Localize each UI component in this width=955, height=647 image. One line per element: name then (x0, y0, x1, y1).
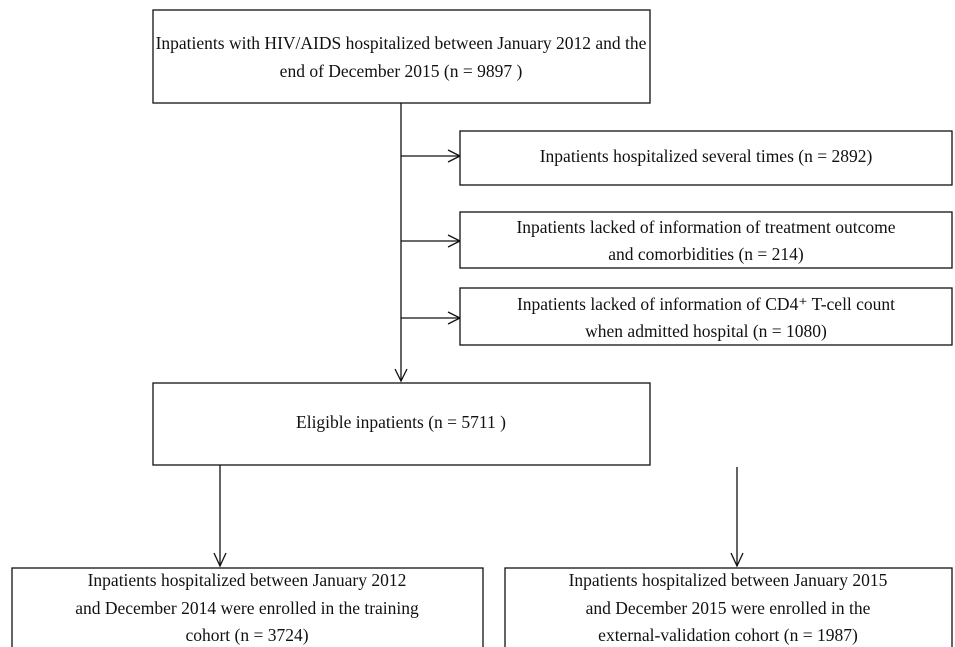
node-text: Inpatients hospitalized between January … (569, 570, 888, 590)
node-text: cohort (n = 3724) (185, 625, 308, 645)
node-box (459, 211, 953, 269)
node-text: and comorbidities (n = 214) (608, 244, 804, 264)
node-text: end of December 2015 (n = 9897 ) (280, 61, 523, 81)
node-text: external-validation cohort (n = 1987) (598, 625, 858, 645)
node-box (152, 382, 651, 466)
node-text: Inpatients lacked of information of trea… (516, 217, 895, 237)
arrow-head (213, 552, 227, 568)
node-box (459, 130, 953, 186)
node-box (459, 287, 953, 346)
arrow-head (394, 368, 408, 383)
node-text: and December 2014 were enrolled in the t… (75, 598, 419, 618)
node-text: Inpatients lacked of information of CD4⁺… (517, 294, 895, 314)
node-box (11, 567, 484, 647)
node-text: and December 2015 were enrolled in the (586, 598, 871, 618)
arrow-head (730, 552, 744, 568)
node-box (504, 567, 953, 647)
node-text: Inpatients with HIV/AIDS hospitalized be… (156, 33, 647, 53)
connectors (213, 103, 744, 568)
node-text: Inpatients hospitalized between January … (88, 570, 407, 590)
node-text: Inpatients hospitalized several times (n… (540, 146, 873, 166)
node-text: when admitted hospital (n = 1080) (585, 321, 827, 341)
node-box (152, 9, 651, 104)
node-text: Eligible inpatients (n = 5711 ) (296, 412, 506, 432)
